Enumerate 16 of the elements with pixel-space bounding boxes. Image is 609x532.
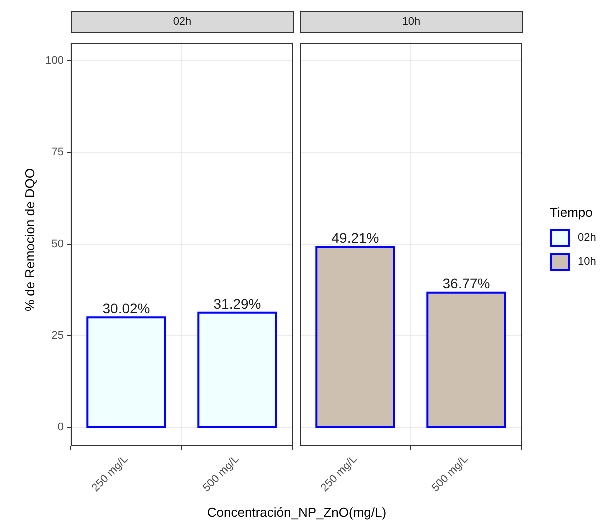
y-axis-title: % de Remocion de DQO [22,168,38,312]
y-tick-label: 0 [58,422,64,434]
legend-label: 10h [578,256,596,268]
y-tick-label: 75 [52,146,64,159]
data-label: 49.21% [332,230,380,246]
data-label: 36.77% [442,276,490,292]
y-tick-label: 25 [52,330,64,342]
data-label: 30.02% [102,300,150,316]
chart-title: 02h [71,11,294,33]
legend-title: Tiempo [550,205,594,220]
y-tick-label: 50 [52,238,64,250]
x-axis-title: Concentración_NP_ZnO(mg/L) [207,505,387,520]
data-label: 31.29% [214,296,262,312]
text: 02h [578,232,596,244]
chart-title: 10h [300,11,523,33]
y-tick-label: 100 [46,54,64,67]
